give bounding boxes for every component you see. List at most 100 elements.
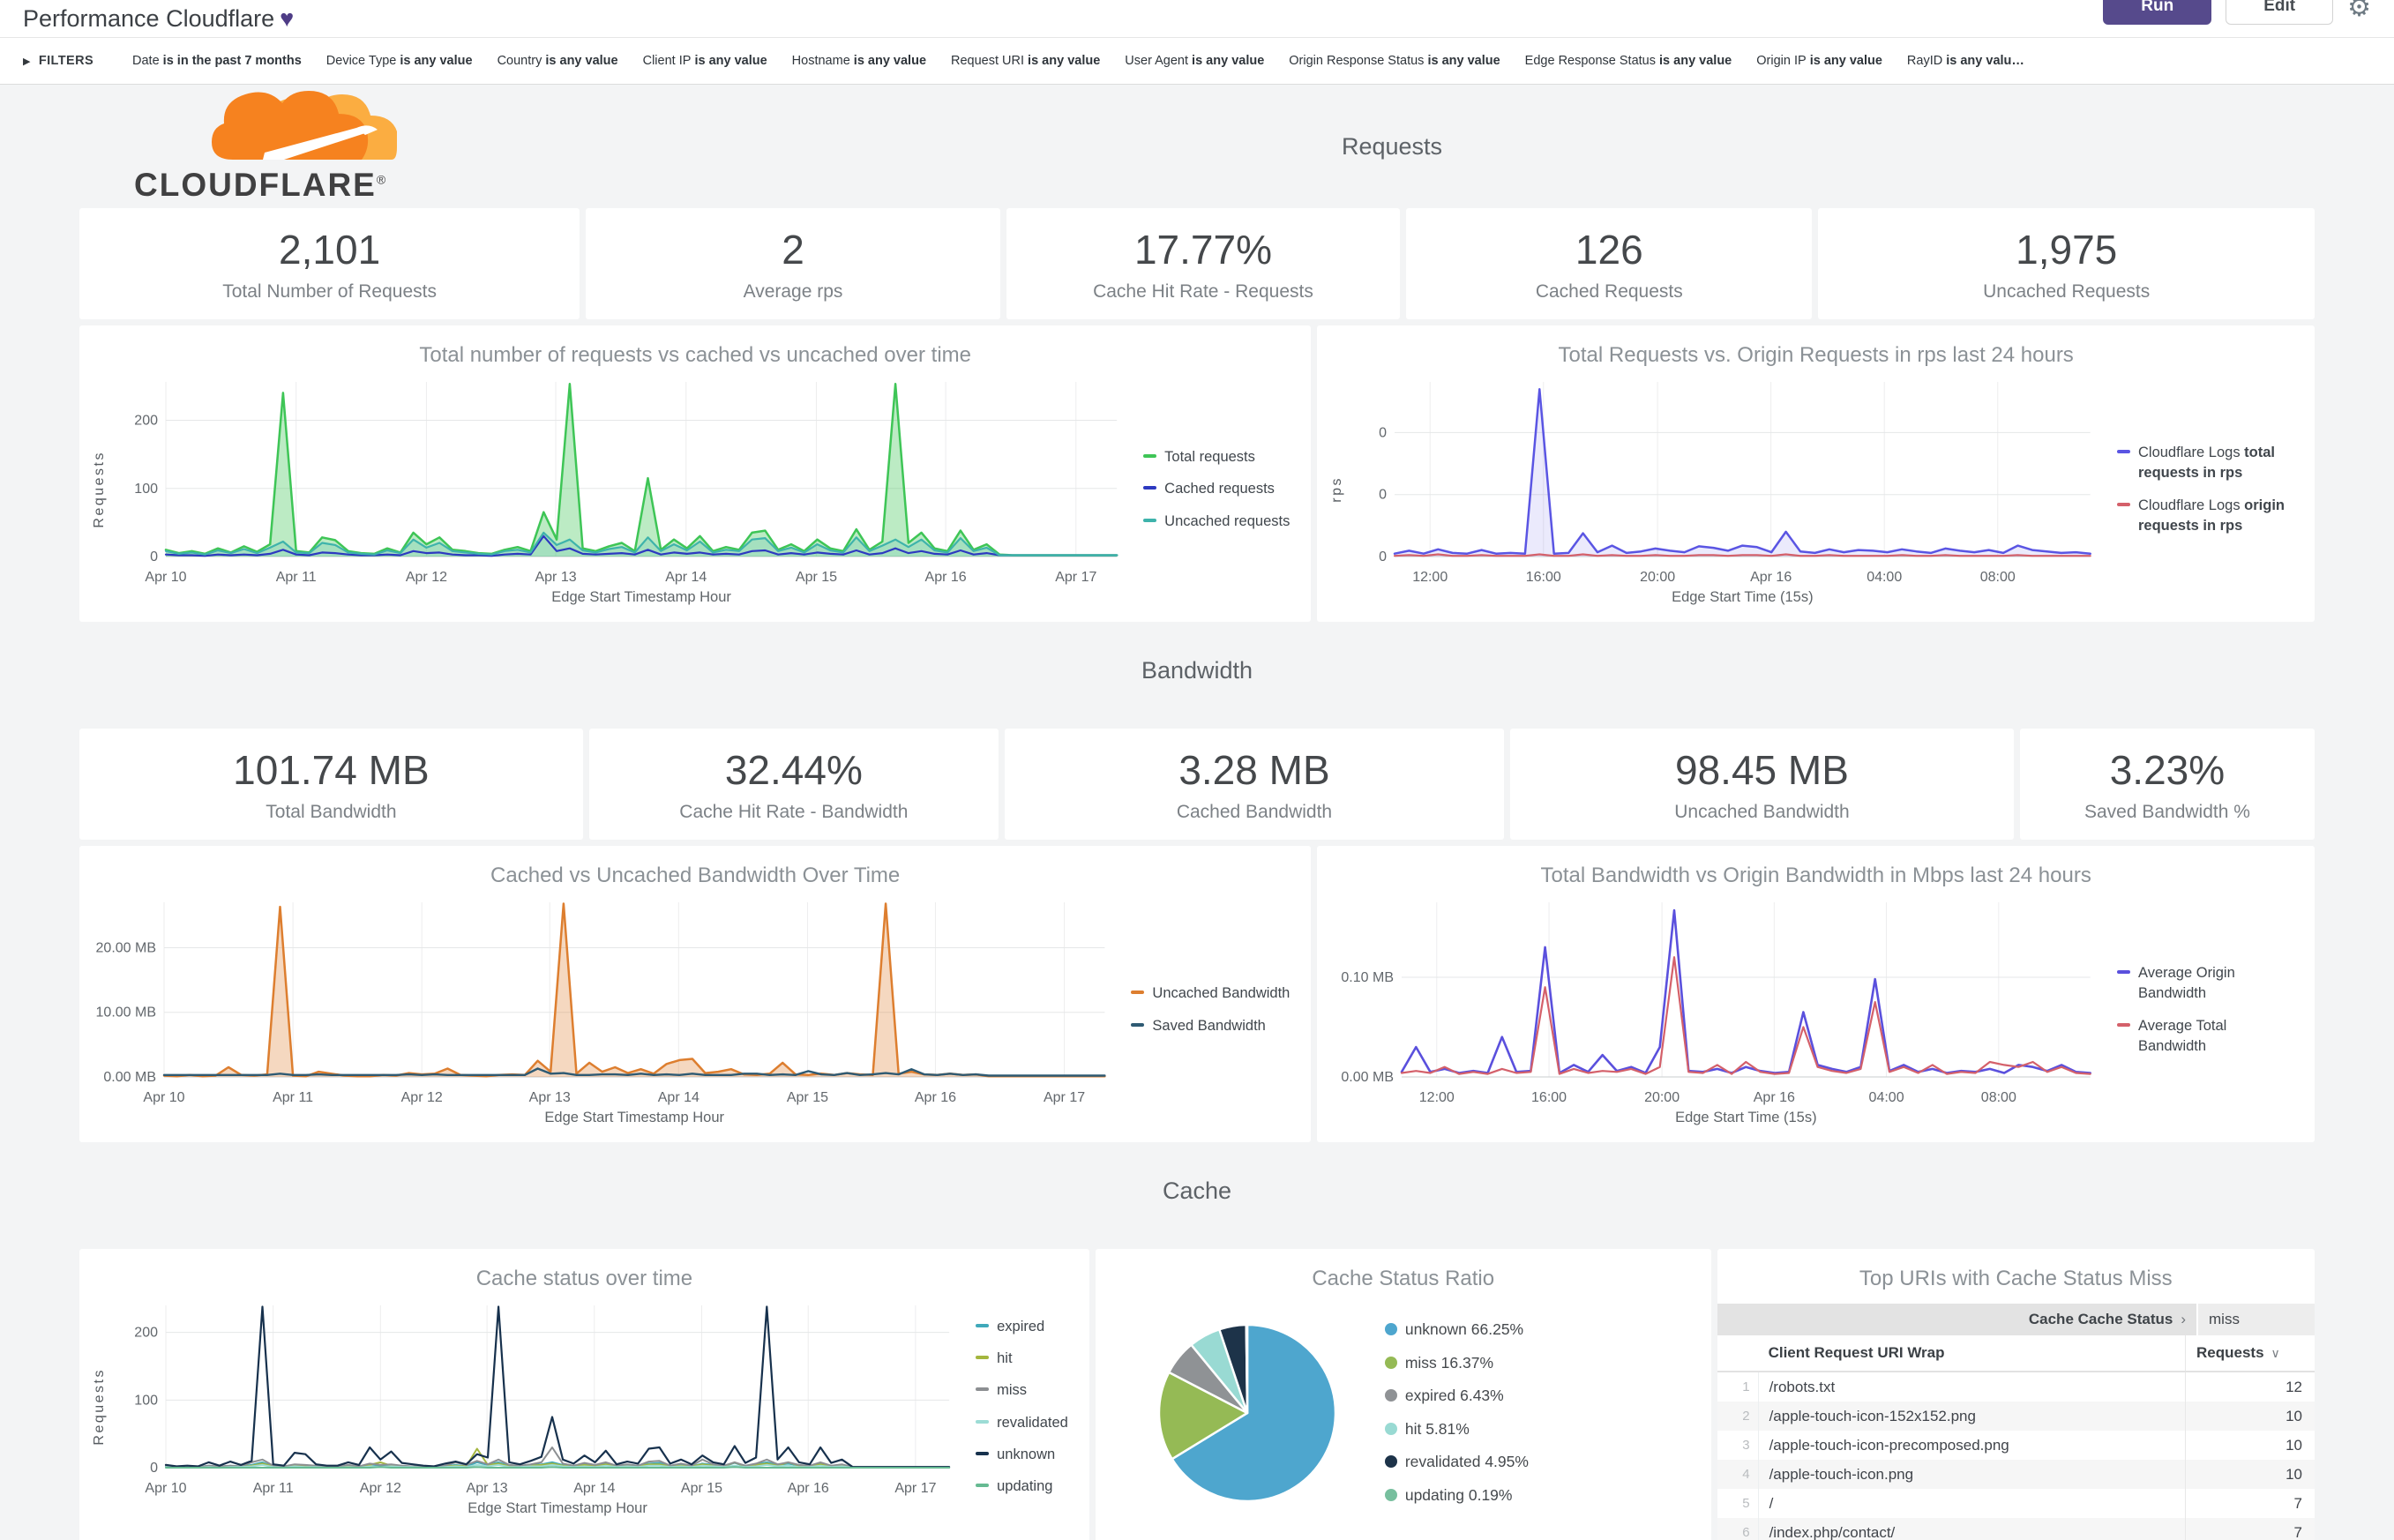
legend-item-hit[interactable]: hit 5.81% [1384,1418,1529,1440]
table-body: 1/robots.txt 12 2/apple-touch-icon-152x152… [1717,1372,2315,1540]
filter-chip-edge-response-status[interactable]: Edge Response Status is any value [1524,54,1732,68]
cell-uri[interactable]: /apple-touch-icon-152x152.png [1757,1402,2185,1431]
cell-uri[interactable]: /robots.txt [1757,1372,2185,1402]
cloudflare-cloud-icon [212,91,397,160]
filter-chip-client-ip[interactable]: Client IP is any value [642,54,767,68]
svg-text:0.00 MB: 0.00 MB [1342,1070,1395,1085]
svg-text:Apr 16: Apr 16 [1754,1090,1795,1105]
kpi-row-requests: 2,101 Total Number of Requests 2 Average rp… [79,208,2315,319]
column-header-uri[interactable]: Client Request URI Wrap [1768,1344,1945,1361]
cell-uri[interactable]: /index.php/contact/ [1757,1518,2185,1540]
legend-item-uncached-bandwidth[interactable]: Uncached Bandwidth [1131,983,1290,1004]
chart-legend: Average Origin Bandwidth Average Total Ba… [2117,963,2293,1056]
filter-chip-device-type[interactable]: Device Type is any value [325,54,473,68]
cell-uri[interactable]: / [1757,1489,2185,1518]
legend-item-revalidated[interactable]: revalidated 4.95% [1384,1451,1529,1473]
chart-plot[interactable]: 12:00 16:00 20:00 Apr 16 04:00 08:00 0.00 MB 0.… [1317,890,2105,1130]
legend-item-miss[interactable]: miss [976,1380,1068,1401]
table-top-uris-miss: Top URIs with Cache Status Miss Cache Cac… [1717,1249,2315,1540]
svg-text:Apr 16: Apr 16 [915,1090,956,1105]
legend-label: Cloudflare Logs origin requests in rps [2138,497,2285,534]
legend-swatch-icon [976,1451,990,1455]
table-row[interactable]: 4/apple-touch-icon.png 10 [1717,1460,2315,1489]
row-number: 6 [1742,1525,1750,1540]
legend-swatch-icon [1131,1022,1145,1027]
filter-chip-origin-ip[interactable]: Origin IP is any value [1756,54,1882,68]
legend-item-average-total-bandwidth[interactable]: Average Total Bandwidth [2117,1016,2293,1057]
chart-plot[interactable]: Apr 10 Apr 11 Apr 12 Apr 13 Apr 14 Apr 15 Apr … [79,890,1118,1130]
svg-text:Edge Start Time (15s): Edge Start Time (15s) [1672,589,1813,605]
section-heading-requests: Requests [1341,132,1443,160]
kpi-label: Total Number of Requests [222,280,437,302]
edit-button[interactable]: Edit [2226,0,2334,25]
legend-item-hit[interactable]: hit [976,1349,1068,1369]
pie-slice-miss[interactable] [1157,1371,1249,1461]
gear-icon[interactable]: ⚙ [2347,0,2371,22]
table-row[interactable]: 6/index.php/contact/7 [1717,1518,2315,1540]
requests-charts-row: Total number of requests vs cached vs un… [79,325,2315,622]
filters-toggle[interactable]: ▶ FILTERS [23,54,94,68]
filter-chip-hostname[interactable]: Hostname is any value [791,54,927,68]
kpi-label: Cached Requests [1535,280,1683,302]
table-row[interactable]: 5 /7 [1717,1489,2315,1518]
legend-dot-icon [1384,1422,1397,1435]
cell-uri[interactable]: /apple-touch-icon.png [1757,1460,2185,1489]
chart-cache-status-ratio: Cache Status Ratio unknown 66.25% miss 16.… [1095,1249,1711,1540]
table-row[interactable]: 3/apple-touch-icon-precomposed.png 10 [1717,1431,2315,1460]
legend-item-uncached-requests[interactable]: Uncached requests [1143,512,1290,532]
filter-chip-user-agent[interactable]: User Agent is any value [1125,54,1265,68]
table-row[interactable]: 1/robots.txt 12 [1717,1372,2315,1402]
legend-swatch-icon [2117,502,2130,506]
legend-item-updating[interactable]: updating 0.19% [1384,1484,1529,1506]
legend-item-revalidated[interactable]: revalidated [976,1413,1068,1433]
legend-label: revalidated [997,1414,1068,1431]
pivot-header[interactable]: Cache Cache Status › [2028,1311,2186,1327]
legend-item-unknown[interactable]: unknown 66.25% [1384,1319,1529,1341]
legend-item-cloudflare-logs-origin-requests-in-rps[interactable]: Cloudflare Logs origin requests in rps [2117,496,2293,536]
legend-item-cached-requests[interactable]: Cached requests [1143,479,1290,499]
svg-text:Edge Start Timestamp Hour: Edge Start Timestamp Hour [468,1500,647,1516]
svg-text:Apr 12: Apr 12 [360,1481,401,1496]
svg-text:16:00: 16:00 [1531,1090,1567,1105]
kpi-total-bandwidth: 101.74 MB Total Bandwidth [79,729,583,840]
svg-text:Apr 12: Apr 12 [401,1090,443,1105]
pie-plot[interactable] [1122,1302,1378,1522]
cell-uri[interactable]: /apple-touch-icon-precomposed.png [1757,1431,2185,1460]
legend-label: Cached requests [1164,481,1275,497]
pie-slice-updating[interactable] [1245,1323,1249,1415]
chart-title: Cache status over time [475,1267,693,1290]
legend-item-total-requests[interactable]: Total requests [1143,447,1290,467]
legend-swatch-icon [976,1483,990,1487]
legend-item-unknown[interactable]: unknown [976,1445,1068,1465]
chart-plot[interactable]: Apr 10 Apr 11 Apr 12 Apr 13 Apr 14 Apr 15 Apr … [108,370,1131,609]
run-button[interactable]: Run [2103,0,2212,25]
column-header-requests[interactable]: Requests ∨ [2185,1335,2315,1371]
filter-chip-country[interactable]: Country is any value [497,54,618,68]
pie-slice-unknown[interactable] [1171,1323,1337,1503]
chart-plot[interactable]: 12:00 16:00 20:00 Apr 16 04:00 08:00 0 0 0 Edge S… [1345,370,2105,609]
section-heading-cache: Cache [1162,1177,1232,1204]
legend-item-updating[interactable]: updating [976,1476,1068,1497]
filter-chip-date[interactable]: Date is in the past 7 months [132,54,302,68]
legend-swatch-icon [976,1324,990,1328]
legend-item-miss[interactable]: miss 16.37% [1384,1352,1529,1374]
filter-chip-origin-response-status[interactable]: Origin Response Status is any value [1289,54,1500,68]
chart-plot[interactable]: Apr 10 Apr 11 Apr 12 Apr 13 Apr 14 Apr 15 Apr … [108,1293,963,1521]
y-axis-label: Requests [92,451,107,528]
table-row[interactable]: 2/apple-touch-icon-152x152.png 10 [1717,1402,2315,1431]
svg-text:Apr 14: Apr 14 [665,570,707,585]
chart-legend: expired hit miss revalidated unknown updating [976,1317,1068,1497]
legend-swatch-icon [2117,970,2130,975]
legend-dot-icon [1384,1488,1397,1501]
svg-text:Apr 17: Apr 17 [894,1481,936,1496]
legend-item-saved-bandwidth[interactable]: Saved Bandwidth [1131,1016,1290,1036]
legend-item-average-origin-bandwidth[interactable]: Average Origin Bandwidth [2117,963,2293,1004]
kpi-label: Cache Hit Rate - Requests [1093,280,1313,302]
cloudflare-wordmark: CLOUDFLARE® [134,167,388,203]
filter-chip-request-uri[interactable]: Request URI is any value [951,54,1101,68]
filter-chip-rayid[interactable]: RayID is any valu… [1906,54,2024,68]
legend-item-cloudflare-logs-total-requests-in-rps[interactable]: Cloudflare Logs total requests in rps [2117,443,2293,483]
legend-item-expired[interactable]: expired 6.43% [1384,1385,1529,1407]
legend-item-expired[interactable]: expired [976,1317,1068,1337]
